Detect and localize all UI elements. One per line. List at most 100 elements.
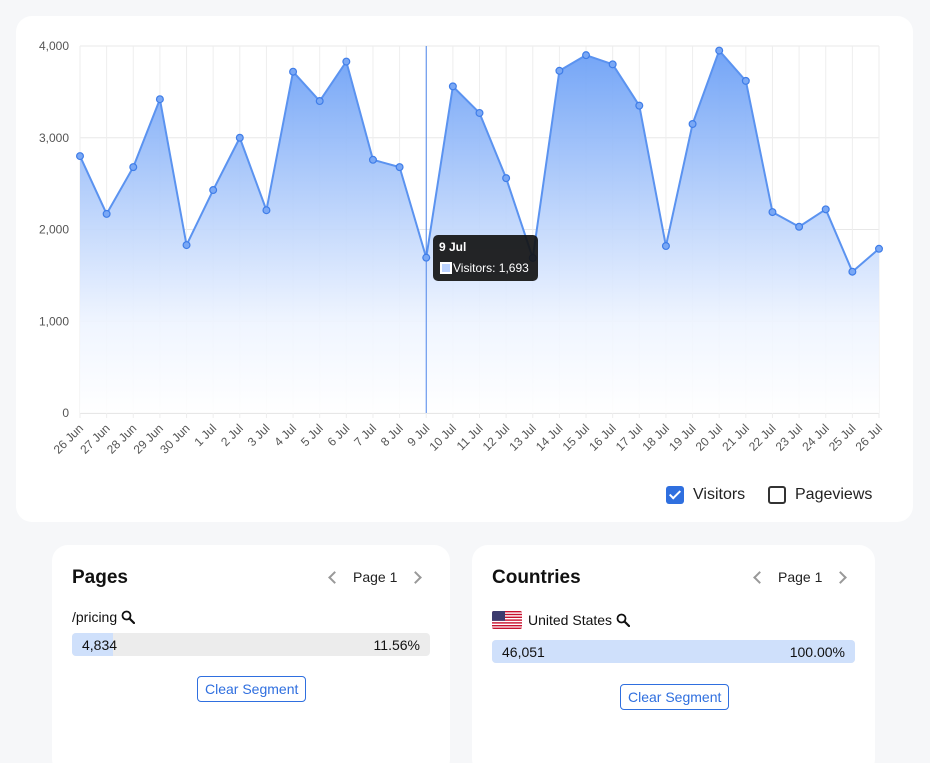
x-tick-label: 2 Jul <box>218 421 246 449</box>
data-point[interactable] <box>368 155 377 164</box>
chart-tooltip: 9 Jul Visitors: 1,693 <box>433 235 538 281</box>
data-point[interactable] <box>315 97 324 106</box>
data-point[interactable] <box>688 119 697 128</box>
magnifier-icon[interactable] <box>121 610 136 624</box>
data-point[interactable] <box>502 174 511 183</box>
pages-pager: Page 1 <box>328 569 423 585</box>
data-point[interactable] <box>262 206 271 215</box>
countries-segment-item[interactable]: United States <box>492 611 631 629</box>
chevron-right-icon[interactable] <box>834 570 848 584</box>
x-tick-label: 15 Jul <box>560 421 593 454</box>
pages-bar-row[interactable]: 4,834 11.56% <box>72 633 430 656</box>
data-point[interactable] <box>155 95 164 104</box>
x-tick-label: 22 Jul <box>746 421 779 454</box>
countries-panel-title: Countries <box>492 567 581 588</box>
countries-pager: Page 1 <box>753 569 848 585</box>
data-point[interactable] <box>75 152 84 161</box>
pages-item-label: /pricing <box>72 609 118 625</box>
data-point[interactable] <box>821 205 830 214</box>
x-tick-label: 21 Jul <box>719 421 752 454</box>
countries-item-label: United States <box>528 612 613 628</box>
magnifier-icon[interactable] <box>616 613 631 627</box>
data-point[interactable] <box>129 163 138 172</box>
data-point[interactable] <box>795 222 804 231</box>
pages-segment-item[interactable]: /pricing <box>72 609 136 625</box>
data-point[interactable] <box>555 66 564 75</box>
x-tick-label: 24 Jul <box>799 421 832 454</box>
pages-page-label: Page 1 <box>353 569 398 585</box>
pages-panel-title: Pages <box>72 567 128 588</box>
chevron-left-icon[interactable] <box>753 570 766 584</box>
x-tick-label: 19 Jul <box>666 421 699 454</box>
data-point[interactable] <box>235 133 244 142</box>
visitors-chart-card: 0 1,000 2,000 3,000 4,000 26 Jun 27 Jun 28 Jun 2… <box>16 16 913 522</box>
data-point[interactable] <box>289 67 298 76</box>
data-point[interactable] <box>715 46 724 55</box>
chart-points <box>75 46 883 276</box>
chevron-right-icon[interactable] <box>409 570 423 584</box>
y-tick-label: 4,000 <box>39 39 69 53</box>
x-tick-label: 12 Jul <box>480 421 513 454</box>
tooltip-title: 9 Jul <box>439 240 467 254</box>
pages-count: 4,834 <box>82 637 118 653</box>
legend-pageviews-label: Pageviews <box>795 486 873 503</box>
legend-visitors-toggle[interactable]: Visitors <box>666 484 745 506</box>
countries-count: 46,051 <box>502 644 545 660</box>
data-point[interactable] <box>102 209 111 218</box>
x-tick-label: 14 Jul <box>533 421 566 454</box>
x-tick-label: 5 Jul <box>298 421 326 449</box>
data-point[interactable] <box>182 241 191 250</box>
tooltip-swatch <box>440 262 452 274</box>
y-tick-label: 2,000 <box>39 223 69 237</box>
data-point[interactable] <box>768 208 777 217</box>
x-tick-label: 25 Jul <box>826 421 859 454</box>
pageviews-checkbox[interactable] <box>768 486 786 504</box>
data-point[interactable] <box>582 51 591 60</box>
data-point[interactable] <box>741 76 750 85</box>
pages-percent: 11.56% <box>373 637 420 653</box>
data-point[interactable] <box>475 108 484 117</box>
tooltip-body: Visitors: 1,693 <box>453 261 529 275</box>
pages-panel: Pages Page 1 /pricing 4,834 11.56% Clear… <box>52 545 450 763</box>
x-tick-label: 11 Jul <box>454 421 486 453</box>
chevron-left-icon[interactable] <box>328 570 341 584</box>
legend-pageviews-toggle[interactable]: Pageviews <box>768 484 872 506</box>
countries-percent: 100.00% <box>789 644 845 660</box>
data-point[interactable] <box>661 242 670 251</box>
x-tick-label: 4 Jul <box>271 421 299 449</box>
data-point[interactable] <box>874 244 883 253</box>
countries-bar-fill <box>492 640 855 663</box>
x-tick-label: 6 Jul <box>325 421 353 449</box>
data-point[interactable] <box>422 253 431 262</box>
legend-visitors-label: Visitors <box>693 486 746 503</box>
x-tick-label: 26 Jul <box>853 421 886 454</box>
x-tick-label: 20 Jul <box>693 421 726 454</box>
countries-panel: Countries Page 1 United States 46,051 10… <box>472 545 875 763</box>
data-point[interactable] <box>209 186 218 195</box>
data-point[interactable] <box>848 267 857 276</box>
pages-clear-segment-button[interactable]: Clear Segment <box>197 676 307 702</box>
y-tick-label: 0 <box>62 406 69 420</box>
x-tick-label: 17 Jul <box>613 421 646 454</box>
data-point[interactable] <box>342 57 351 66</box>
visitors-checkbox[interactable] <box>666 486 684 504</box>
x-tick-label: 30 Jun <box>157 421 192 456</box>
data-point[interactable] <box>395 163 404 172</box>
countries-clear-segment-button[interactable]: Clear Segment <box>620 684 730 710</box>
countries-bar-row[interactable]: 46,051 100.00% <box>492 640 855 663</box>
data-point[interactable] <box>448 82 457 91</box>
x-tick-label: 3 Jul <box>245 421 273 449</box>
x-tick-label: 23 Jul <box>773 421 806 454</box>
y-tick-label: 1,000 <box>39 314 69 328</box>
x-tick-label: 8 Jul <box>378 421 406 449</box>
countries-page-label: Page 1 <box>778 569 823 585</box>
us-flag-icon <box>492 611 522 629</box>
x-tick-label: 13 Jul <box>506 421 539 454</box>
data-point[interactable] <box>635 101 644 110</box>
x-tick-label: 18 Jul <box>640 421 673 454</box>
x-tick-label: 1 Jul <box>191 421 219 449</box>
data-point[interactable] <box>608 60 617 69</box>
pages-bar-fill <box>72 633 114 656</box>
x-tick-label: 7 Jul <box>351 421 379 449</box>
